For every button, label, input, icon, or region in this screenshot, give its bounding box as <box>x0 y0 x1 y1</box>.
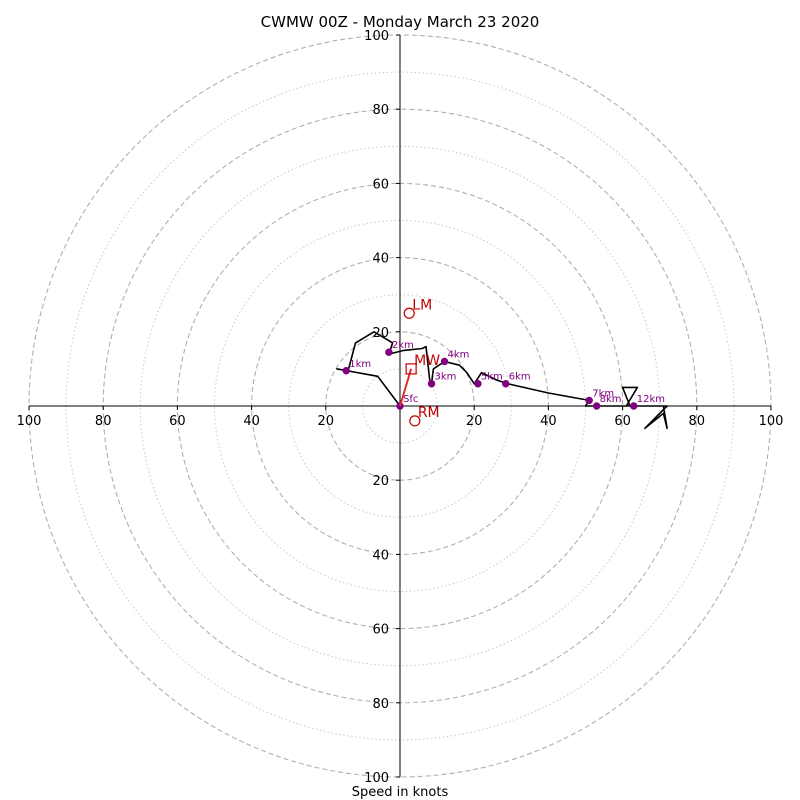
height-marker-3km <box>427 380 436 388</box>
height-marker-5km <box>474 380 482 388</box>
x-tick-label: 60 <box>614 414 631 429</box>
x-tick-label: 20 <box>318 414 335 429</box>
height-marker-12km <box>630 402 638 410</box>
y-tick-label: 100 <box>364 29 389 44</box>
y-tick-label: 80 <box>372 697 389 712</box>
height-label-12km: 12km <box>637 394 665 405</box>
y-tick-label: 100 <box>364 771 389 786</box>
mean-wind-vector <box>399 368 413 407</box>
y-tick-label: 40 <box>372 548 389 563</box>
height-label-sfc: Sfc <box>403 394 418 405</box>
y-tick-label: 60 <box>372 177 389 192</box>
x-tick-label: 100 <box>759 414 784 429</box>
height-marker-2km <box>385 348 393 356</box>
storm-motion-rm-label: RM <box>418 405 440 421</box>
storm-motion-mw-marker <box>405 363 417 375</box>
x-tick-label: 60 <box>169 414 186 429</box>
x-tick-label: 80 <box>95 414 112 429</box>
height-marker-8km <box>592 402 601 410</box>
tick-labels: 100 100 80 80 60 60 40 40 20 20 20 20 40 40 60 60 80 80 10… <box>17 29 784 786</box>
height-marker-7km <box>585 396 593 405</box>
height-label-7km: 7km <box>592 388 614 399</box>
y-tick-label: 60 <box>372 623 389 638</box>
y-tick-label: 40 <box>372 252 389 267</box>
height-marker-6km <box>502 380 510 388</box>
height-label-5km: 5km <box>481 372 503 383</box>
x-tick-label: 40 <box>243 414 260 429</box>
height-label-2km: 2km <box>392 340 414 351</box>
x-tick-label: 40 <box>540 414 557 429</box>
x-tick-label: 20 <box>466 414 483 429</box>
hodograph-trace <box>336 330 668 430</box>
x-axis-label: Speed in knots <box>352 785 449 800</box>
y-tick-label: 80 <box>372 103 389 118</box>
y-tick-label: 20 <box>372 326 389 341</box>
height-label-8km: 8km <box>600 394 622 405</box>
storm-motion-mw-label: MW <box>414 353 440 369</box>
storm-motion-lm-label: LM <box>412 297 432 313</box>
height-label-1km: 1km <box>349 359 371 370</box>
x-tick-label: 100 <box>17 414 42 429</box>
hodograph-line <box>336 330 668 430</box>
height-marker-1km <box>342 367 350 375</box>
storm-motion-rm-marker <box>409 415 421 427</box>
storm-motion-markers: LM RM MW <box>399 297 440 427</box>
height-marker-4km <box>440 357 449 366</box>
storm-motion-lm-marker <box>403 307 415 319</box>
height-label-6km: 6km <box>509 372 531 383</box>
height-label-3km: 3km <box>435 372 457 383</box>
height-label-4km: 4km <box>448 349 470 360</box>
chart-title: CWMW 00Z - Monday March 23 2020 <box>261 13 540 31</box>
y-tick-label: 20 <box>372 474 389 489</box>
x-tick-label: 80 <box>689 414 706 429</box>
